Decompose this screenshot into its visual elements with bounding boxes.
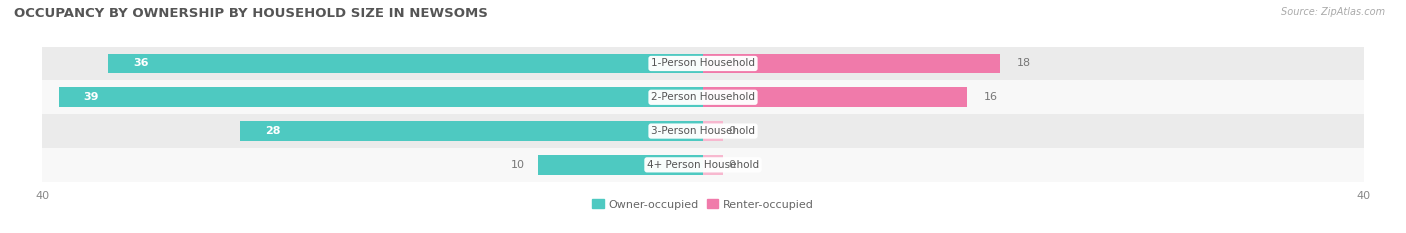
Text: 18: 18: [1017, 58, 1031, 69]
Bar: [703, 54, 1001, 73]
Bar: [240, 121, 703, 141]
Bar: [42, 114, 1364, 148]
Text: 28: 28: [266, 126, 281, 136]
Bar: [42, 148, 1364, 182]
Text: OCCUPANCY BY OWNERSHIP BY HOUSEHOLD SIZE IN NEWSOMS: OCCUPANCY BY OWNERSHIP BY HOUSEHOLD SIZE…: [14, 7, 488, 20]
Text: 16: 16: [984, 92, 998, 102]
Text: 0: 0: [728, 126, 735, 136]
Bar: [108, 54, 703, 73]
Text: 36: 36: [134, 58, 149, 69]
Bar: [703, 155, 723, 175]
Text: 39: 39: [83, 92, 98, 102]
Bar: [537, 155, 703, 175]
Text: 10: 10: [510, 160, 524, 170]
Text: 0: 0: [728, 160, 735, 170]
Text: 1-Person Household: 1-Person Household: [651, 58, 755, 69]
Text: 3-Person Household: 3-Person Household: [651, 126, 755, 136]
Text: Source: ZipAtlas.com: Source: ZipAtlas.com: [1281, 7, 1385, 17]
Text: 4+ Person Household: 4+ Person Household: [647, 160, 759, 170]
Bar: [59, 87, 703, 107]
Text: 2-Person Household: 2-Person Household: [651, 92, 755, 102]
Bar: [42, 80, 1364, 114]
Bar: [42, 47, 1364, 80]
Bar: [703, 87, 967, 107]
Legend: Owner-occupied, Renter-occupied: Owner-occupied, Renter-occupied: [588, 195, 818, 214]
Bar: [703, 121, 723, 141]
